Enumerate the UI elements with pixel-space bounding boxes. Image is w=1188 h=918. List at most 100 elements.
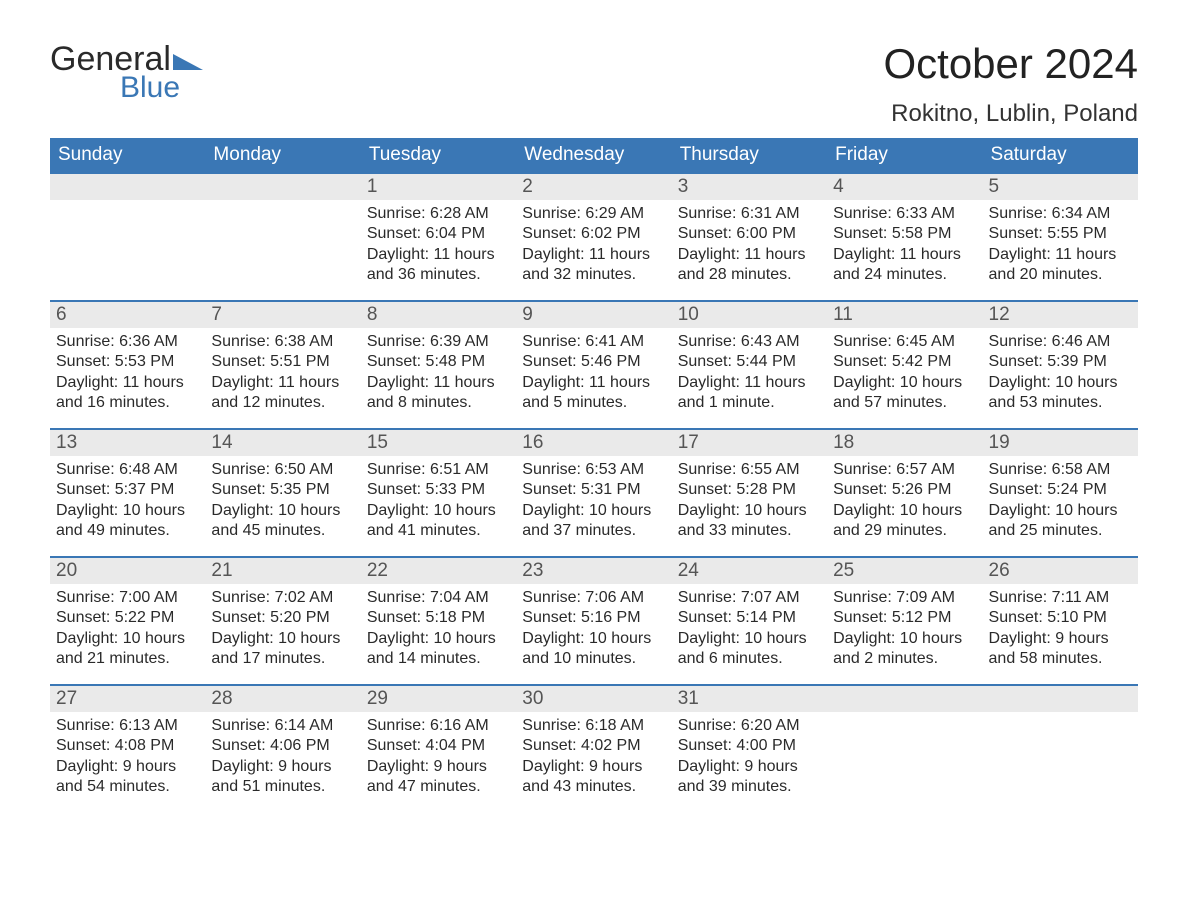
location-text: Rokitno, Lublin, Poland (883, 100, 1138, 128)
day-detail-line: Sunrise: 6:13 AM (56, 716, 199, 736)
day-detail-line: Sunrise: 6:51 AM (367, 460, 510, 480)
day-detail-line: Daylight: 10 hours (367, 629, 510, 649)
day-detail-line: Sunset: 5:46 PM (522, 352, 665, 372)
calendar-day-cell: 21Sunrise: 7:02 AMSunset: 5:20 PMDayligh… (205, 557, 360, 685)
calendar-week-row: 27Sunrise: 6:13 AMSunset: 4:08 PMDayligh… (50, 685, 1138, 813)
day-detail-line: and 28 minutes. (678, 265, 821, 285)
day-detail-line: Sunset: 5:24 PM (989, 480, 1132, 500)
logo: General Blue (50, 40, 203, 105)
day-detail-line: Sunrise: 7:00 AM (56, 588, 199, 608)
day-detail-line: Sunrise: 6:31 AM (678, 204, 821, 224)
day-number (827, 686, 982, 712)
calendar-day-cell: 6Sunrise: 6:36 AMSunset: 5:53 PMDaylight… (50, 301, 205, 429)
day-number: 25 (827, 558, 982, 584)
day-detail: Sunrise: 6:50 AMSunset: 5:35 PMDaylight:… (205, 456, 360, 548)
day-detail-line: Sunrise: 7:09 AM (833, 588, 976, 608)
day-detail-line: Sunset: 4:08 PM (56, 736, 199, 756)
day-detail-line: Sunset: 6:04 PM (367, 224, 510, 244)
day-detail-line: Sunset: 5:28 PM (678, 480, 821, 500)
day-detail-line: Sunrise: 6:41 AM (522, 332, 665, 352)
day-detail: Sunrise: 6:16 AMSunset: 4:04 PMDaylight:… (361, 712, 516, 804)
day-detail-line: and 33 minutes. (678, 521, 821, 541)
day-detail-line: and 17 minutes. (211, 649, 354, 669)
day-detail-line: and 25 minutes. (989, 521, 1132, 541)
day-detail-line: Sunrise: 6:33 AM (833, 204, 976, 224)
day-detail: Sunrise: 6:14 AMSunset: 4:06 PMDaylight:… (205, 712, 360, 804)
day-detail-line: and 20 minutes. (989, 265, 1132, 285)
day-detail-line: and 16 minutes. (56, 393, 199, 413)
day-detail: Sunrise: 6:57 AMSunset: 5:26 PMDaylight:… (827, 456, 982, 548)
day-detail-line: Daylight: 11 hours (367, 245, 510, 265)
day-detail-line: Sunrise: 6:53 AM (522, 460, 665, 480)
day-detail: Sunrise: 6:53 AMSunset: 5:31 PMDaylight:… (516, 456, 671, 548)
day-detail-line: Sunrise: 7:04 AM (367, 588, 510, 608)
day-detail-line: Sunset: 6:02 PM (522, 224, 665, 244)
calendar-day-cell (983, 685, 1138, 813)
day-detail-line: and 58 minutes. (989, 649, 1132, 669)
calendar-day-cell: 3Sunrise: 6:31 AMSunset: 6:00 PMDaylight… (672, 173, 827, 301)
day-detail-line: Sunset: 5:10 PM (989, 608, 1132, 628)
day-detail-line: Sunrise: 6:34 AM (989, 204, 1132, 224)
day-detail-line: Sunset: 4:06 PM (211, 736, 354, 756)
calendar-week-row: 20Sunrise: 7:00 AMSunset: 5:22 PMDayligh… (50, 557, 1138, 685)
day-detail-line: Sunset: 5:53 PM (56, 352, 199, 372)
day-number: 4 (827, 174, 982, 200)
day-detail-line: Sunset: 5:12 PM (833, 608, 976, 628)
calendar-day-cell: 11Sunrise: 6:45 AMSunset: 5:42 PMDayligh… (827, 301, 982, 429)
calendar-day-cell: 20Sunrise: 7:00 AMSunset: 5:22 PMDayligh… (50, 557, 205, 685)
day-number (205, 174, 360, 200)
day-detail (205, 200, 360, 210)
day-number: 21 (205, 558, 360, 584)
day-detail-line: Sunset: 5:39 PM (989, 352, 1132, 372)
day-detail-line: Sunset: 5:35 PM (211, 480, 354, 500)
day-detail: Sunrise: 7:04 AMSunset: 5:18 PMDaylight:… (361, 584, 516, 676)
day-detail-line: Daylight: 9 hours (367, 757, 510, 777)
day-detail-line: Daylight: 10 hours (56, 629, 199, 649)
day-detail-line: and 41 minutes. (367, 521, 510, 541)
day-detail-line: and 6 minutes. (678, 649, 821, 669)
day-number: 22 (361, 558, 516, 584)
day-detail-line: Sunset: 4:04 PM (367, 736, 510, 756)
day-number: 14 (205, 430, 360, 456)
day-detail-line: Sunrise: 6:28 AM (367, 204, 510, 224)
day-detail-line: Sunset: 5:26 PM (833, 480, 976, 500)
day-detail-line: Sunset: 5:33 PM (367, 480, 510, 500)
calendar-day-cell: 26Sunrise: 7:11 AMSunset: 5:10 PMDayligh… (983, 557, 1138, 685)
day-detail-line: Sunrise: 6:29 AM (522, 204, 665, 224)
calendar-day-cell: 1Sunrise: 6:28 AMSunset: 6:04 PMDaylight… (361, 173, 516, 301)
day-detail-line: and 36 minutes. (367, 265, 510, 285)
day-detail-line: Daylight: 10 hours (211, 501, 354, 521)
weekday-header-row: Sunday Monday Tuesday Wednesday Thursday… (50, 138, 1138, 173)
day-detail-line: Sunset: 5:14 PM (678, 608, 821, 628)
title-block: October 2024 Rokitno, Lublin, Poland (883, 40, 1138, 128)
day-detail-line: Sunrise: 6:20 AM (678, 716, 821, 736)
calendar-day-cell: 8Sunrise: 6:39 AMSunset: 5:48 PMDaylight… (361, 301, 516, 429)
day-detail-line: Sunset: 5:37 PM (56, 480, 199, 500)
day-number: 5 (983, 174, 1138, 200)
day-detail (50, 200, 205, 210)
calendar-day-cell: 15Sunrise: 6:51 AMSunset: 5:33 PMDayligh… (361, 429, 516, 557)
weekday-header: Sunday (50, 138, 205, 173)
day-detail-line: Daylight: 9 hours (678, 757, 821, 777)
calendar-week-row: 1Sunrise: 6:28 AMSunset: 6:04 PMDaylight… (50, 173, 1138, 301)
day-detail-line: Sunrise: 6:46 AM (989, 332, 1132, 352)
day-detail-line: and 12 minutes. (211, 393, 354, 413)
weekday-header: Saturday (983, 138, 1138, 173)
day-detail: Sunrise: 7:00 AMSunset: 5:22 PMDaylight:… (50, 584, 205, 676)
day-detail-line: Sunrise: 6:16 AM (367, 716, 510, 736)
day-detail: Sunrise: 7:06 AMSunset: 5:16 PMDaylight:… (516, 584, 671, 676)
day-number: 9 (516, 302, 671, 328)
day-detail-line: Sunset: 5:55 PM (989, 224, 1132, 244)
day-detail-line: Sunrise: 6:36 AM (56, 332, 199, 352)
day-detail-line: Daylight: 10 hours (678, 629, 821, 649)
calendar-day-cell (205, 173, 360, 301)
day-detail: Sunrise: 6:29 AMSunset: 6:02 PMDaylight:… (516, 200, 671, 292)
calendar-day-cell: 27Sunrise: 6:13 AMSunset: 4:08 PMDayligh… (50, 685, 205, 813)
day-detail-line: Sunset: 5:20 PM (211, 608, 354, 628)
calendar-day-cell: 29Sunrise: 6:16 AMSunset: 4:04 PMDayligh… (361, 685, 516, 813)
day-detail-line: and 39 minutes. (678, 777, 821, 797)
day-detail-line: Daylight: 10 hours (833, 373, 976, 393)
day-detail-line: Sunset: 5:18 PM (367, 608, 510, 628)
day-detail: Sunrise: 6:55 AMSunset: 5:28 PMDaylight:… (672, 456, 827, 548)
day-detail: Sunrise: 6:39 AMSunset: 5:48 PMDaylight:… (361, 328, 516, 420)
